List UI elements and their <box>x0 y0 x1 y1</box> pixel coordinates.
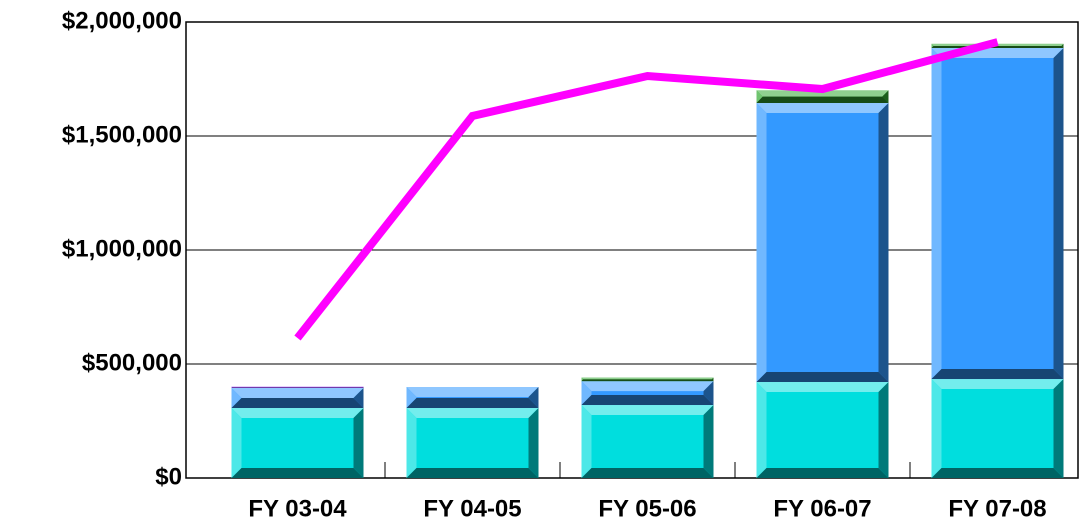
bar-bevel <box>581 377 714 380</box>
bar-bevel <box>931 47 942 380</box>
bar-bevel <box>756 90 763 103</box>
bar-bevel <box>353 408 364 478</box>
bar-bevel <box>581 381 592 406</box>
bar-bevel <box>231 387 242 409</box>
bar-bevel <box>931 369 1064 380</box>
x-tick-label: FY 04-05 <box>423 495 521 522</box>
bar-bevel <box>931 468 1064 478</box>
bar <box>231 408 364 478</box>
bar-segment <box>581 405 714 478</box>
y-tick-label: $1,500,000 <box>62 121 182 148</box>
bar-segment <box>756 90 889 103</box>
bar-bevel <box>406 387 417 409</box>
bar-bevel <box>231 468 364 478</box>
x-tick-label: FY 06-07 <box>773 495 871 522</box>
bar-bevel <box>581 405 714 416</box>
bar-bevel <box>756 102 889 113</box>
bar-bevel <box>581 405 592 478</box>
bar-bevel <box>231 387 364 398</box>
bar-bevel <box>231 408 242 478</box>
bar-bevel <box>1053 379 1064 478</box>
bar-bevel <box>581 379 714 382</box>
x-tick-label: FY 03-04 <box>248 495 347 522</box>
bar-segment <box>231 386 364 388</box>
bar-bevel <box>756 468 889 478</box>
bar-bevel <box>353 387 364 409</box>
bar-bevel <box>756 90 889 97</box>
bar <box>931 47 1064 380</box>
bar-bevel <box>703 405 714 478</box>
bar-segment <box>406 408 539 478</box>
bar-bevel <box>931 379 1064 390</box>
bar <box>581 405 714 478</box>
bar-bevel <box>581 381 714 392</box>
bar-bevel <box>756 102 767 383</box>
bar-segment <box>581 381 714 406</box>
bar-segment <box>931 379 1064 478</box>
bar-bevel <box>703 381 714 406</box>
bar <box>406 408 539 478</box>
bar-segment <box>231 408 364 478</box>
bar-bevel <box>406 387 539 398</box>
y-tick-label: $0 <box>155 463 182 490</box>
bar-bevel <box>1053 47 1064 380</box>
bar-bevel <box>581 395 714 406</box>
bar-bevel <box>711 377 714 382</box>
bar-bevel <box>406 408 417 478</box>
bar-segment <box>931 47 1064 380</box>
bar-bevel <box>406 398 539 409</box>
bar-bevel <box>406 408 539 419</box>
bar-bevel <box>528 408 539 478</box>
bar-bevel <box>756 382 767 478</box>
x-tick-label: FY 05-06 <box>598 495 696 522</box>
bar-segment <box>756 102 889 383</box>
bar-bevel <box>931 379 942 478</box>
bar-bevel <box>231 386 364 388</box>
y-tick-label: $1,000,000 <box>62 235 182 262</box>
bar-bevel <box>756 372 889 383</box>
bar-bevel <box>406 468 539 478</box>
bar-bevel <box>931 43 934 48</box>
line <box>294 38 999 341</box>
bar-bevel <box>581 468 714 478</box>
bar-bevel <box>231 386 233 388</box>
x-tick-label: FY 07-08 <box>948 495 1046 522</box>
bar-bevel <box>231 387 364 388</box>
bar-bevel <box>878 382 889 478</box>
bar-segment <box>756 382 889 478</box>
bar-bevel <box>878 102 889 383</box>
bar-bevel <box>756 382 889 393</box>
y-tick-label: $500,000 <box>82 349 182 376</box>
bar-bevel <box>528 387 539 409</box>
bar-bevel <box>931 45 1064 48</box>
bar-bevel <box>882 90 889 103</box>
bar <box>756 382 889 478</box>
bar-bevel <box>231 398 364 409</box>
bar-segment <box>581 377 714 382</box>
bar-bevel <box>581 377 584 382</box>
bar-bevel <box>1061 43 1064 48</box>
bar <box>931 379 1064 478</box>
bar-bevel <box>362 386 364 388</box>
bar-bevel <box>231 408 364 419</box>
bar <box>756 102 889 383</box>
y-tick-label: $2,000,000 <box>62 7 182 34</box>
bar-bevel <box>756 96 889 103</box>
bar-segment <box>406 387 539 409</box>
bar-segment <box>231 387 364 409</box>
